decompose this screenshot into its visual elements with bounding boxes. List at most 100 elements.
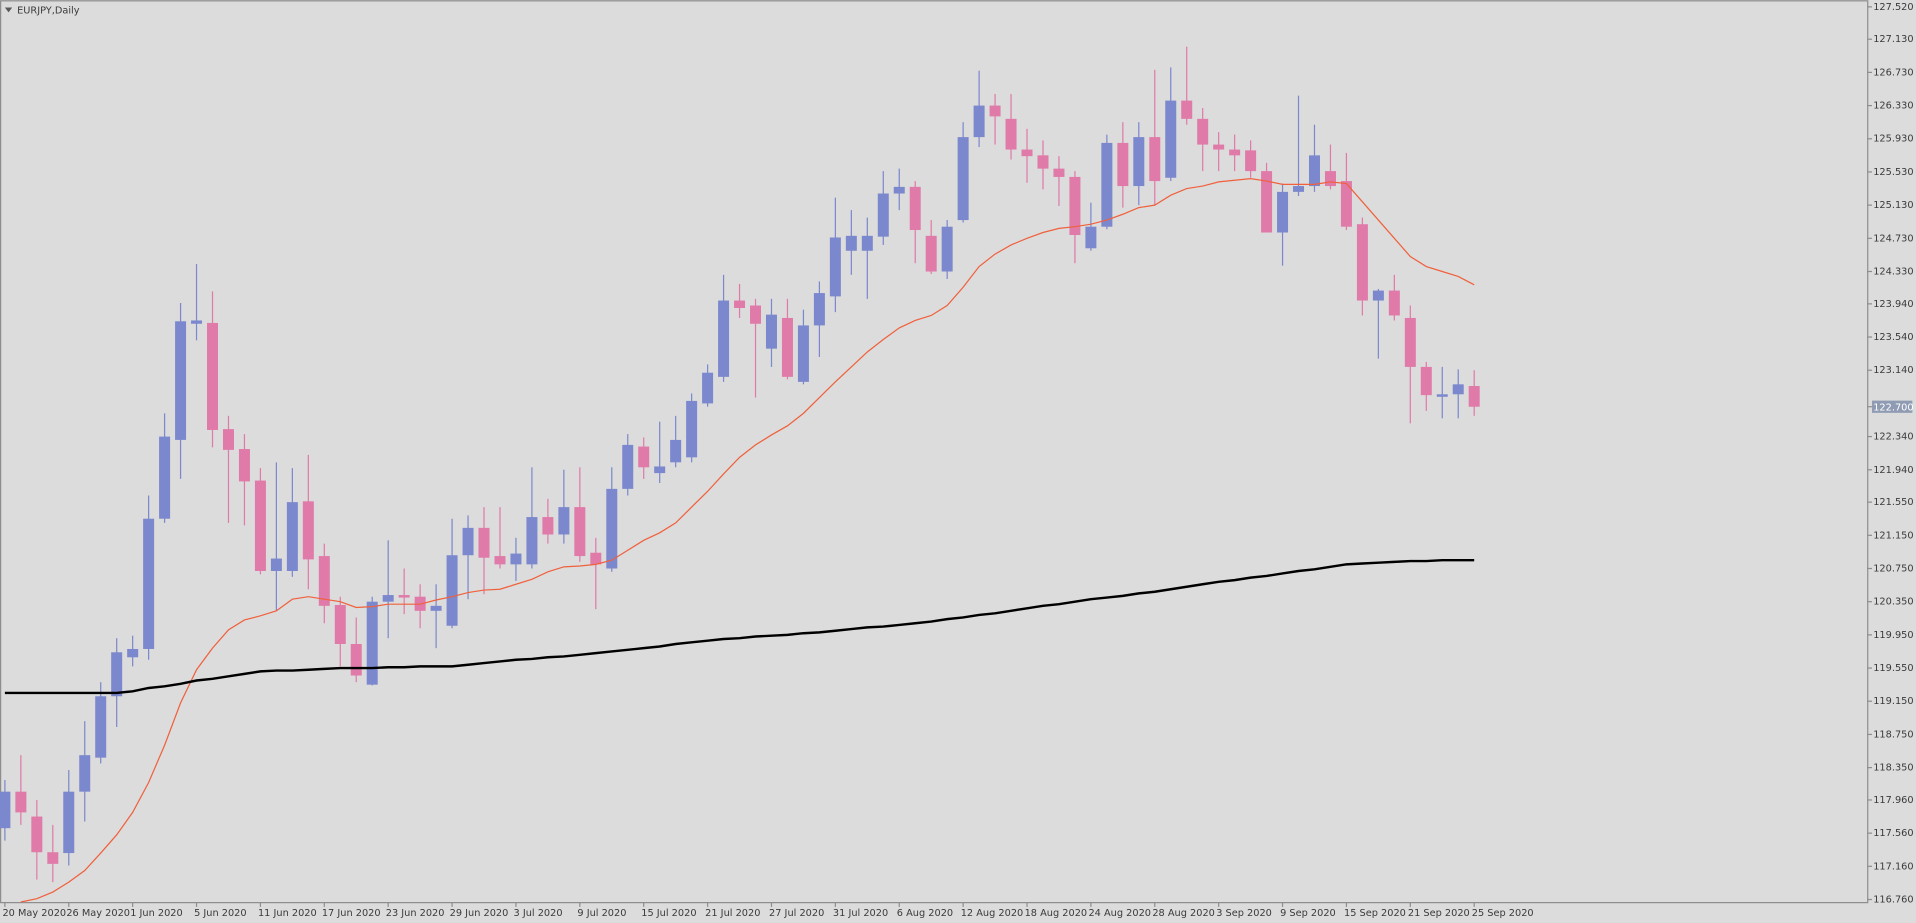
y-tick-label: 123.940 (1873, 299, 1913, 310)
x-tick-label: 21 Jul 2020 (705, 908, 760, 919)
y-tick-label: 124.330 (1873, 267, 1913, 278)
moving-average-line (4, 558, 1475, 695)
candle-body (398, 595, 410, 598)
candle-body (1468, 385, 1480, 407)
candle-body (1021, 149, 1033, 157)
y-tick-label: 119.950 (1873, 630, 1913, 641)
y-tick-label: 126.730 (1873, 67, 1913, 78)
candle-body (1069, 176, 1081, 235)
y-tick-label: 123.140 (1873, 365, 1913, 376)
x-tick-label: 9 Jul 2020 (577, 908, 626, 919)
candle-body (143, 518, 155, 649)
candle-body (542, 517, 554, 535)
candle-body (79, 755, 91, 792)
candle-body (494, 556, 506, 565)
x-tick-label: 28 Aug 2020 (1152, 908, 1215, 919)
y-tick-label: 125.530 (1873, 167, 1913, 178)
candle-body (1005, 118, 1017, 150)
candle-body (1452, 384, 1464, 395)
y-tick-label: 117.960 (1873, 795, 1913, 806)
y-tick-label: 123.540 (1873, 332, 1913, 343)
candle-body (813, 293, 825, 326)
candle-body (925, 235, 937, 272)
candle-body (973, 105, 985, 138)
candle-body (1372, 290, 1384, 301)
candle-body (686, 400, 698, 458)
candle-body (446, 555, 458, 626)
y-tick-label: 117.160 (1873, 861, 1913, 872)
last-price-label: 122.700 (1873, 402, 1913, 413)
candle-body (1277, 191, 1289, 233)
candle-body (31, 816, 43, 853)
candle-body (318, 556, 330, 606)
candle-body (350, 643, 362, 676)
candle-body (238, 449, 250, 482)
x-tick-label: 24 Aug 2020 (1088, 908, 1151, 919)
candle-body (670, 439, 682, 463)
moving-average-line (20, 177, 1475, 903)
y-tick-label: 127.520 (1873, 2, 1913, 13)
y-tick-label: 121.550 (1873, 497, 1913, 508)
candle-body (270, 558, 282, 571)
candle-body (1197, 118, 1209, 145)
candle-body (254, 480, 266, 571)
candle-body (654, 466, 666, 474)
candle-body (47, 852, 59, 864)
candle-body (1436, 394, 1448, 397)
y-tick-label: 118.750 (1873, 729, 1913, 740)
x-tick-label: 3 Jul 2020 (514, 908, 563, 919)
candle-body (797, 325, 809, 382)
x-tick-label: 15 Sep 2020 (1344, 908, 1406, 919)
x-tick-label: 11 Jun 2020 (258, 908, 317, 919)
x-tick-label: 25 Sep 2020 (1472, 908, 1534, 919)
chart-title: EURJPY,Daily (17, 6, 80, 17)
x-tick-label: 26 May 2020 (66, 908, 130, 919)
candle-body (1165, 100, 1177, 178)
candle-body (1420, 366, 1432, 396)
candle-body (95, 696, 107, 758)
candle-body (845, 235, 857, 251)
x-tick-label: 9 Sep 2020 (1280, 908, 1336, 919)
candle-body (909, 186, 921, 231)
plot-frame (0, 0, 1869, 904)
candle-body (1293, 186, 1305, 192)
candle-body (1340, 181, 1352, 227)
menu-arrow[interactable] (4, 7, 13, 13)
x-tick-label: 3 Sep 2020 (1216, 908, 1272, 919)
x-tick-label: 5 Jun 2020 (194, 908, 247, 919)
candle-body (765, 314, 777, 349)
candle-body (222, 429, 234, 450)
y-tick-label: 121.150 (1873, 530, 1913, 541)
candle-body (1261, 171, 1273, 233)
y-tick-label: 125.930 (1873, 134, 1913, 145)
y-tick-label: 119.150 (1873, 696, 1913, 707)
candle-body (893, 186, 905, 194)
x-tick-label: 27 Jul 2020 (769, 908, 824, 919)
y-tick-label: 118.350 (1873, 763, 1913, 774)
candle-body (366, 601, 378, 685)
candle-body (159, 436, 171, 519)
x-tick-label: 31 Jul 2020 (833, 908, 888, 919)
y-tick-label: 120.350 (1873, 597, 1913, 608)
candle-body (478, 527, 490, 558)
candle-body (207, 322, 219, 430)
candle-body (989, 105, 1001, 117)
x-tick-label: 17 Jun 2020 (322, 908, 381, 919)
x-tick-label: 15 Jul 2020 (641, 908, 696, 919)
candle-body (462, 527, 474, 556)
candle-body (1324, 171, 1336, 187)
candle-body (1229, 149, 1241, 156)
candle-body (734, 300, 746, 309)
candle-body (1037, 155, 1049, 169)
candle-body (111, 652, 123, 697)
candle-body (781, 317, 793, 377)
candle-body (1404, 317, 1416, 367)
y-tick-label: 116.760 (1873, 895, 1913, 906)
x-tick-label: 6 Aug 2020 (897, 908, 953, 919)
last-price-box (1872, 400, 1913, 413)
candle-body (1133, 137, 1145, 187)
y-tick-label: 119.550 (1873, 663, 1913, 674)
candle-body (191, 320, 203, 324)
y-tick-label: 125.130 (1873, 200, 1913, 211)
